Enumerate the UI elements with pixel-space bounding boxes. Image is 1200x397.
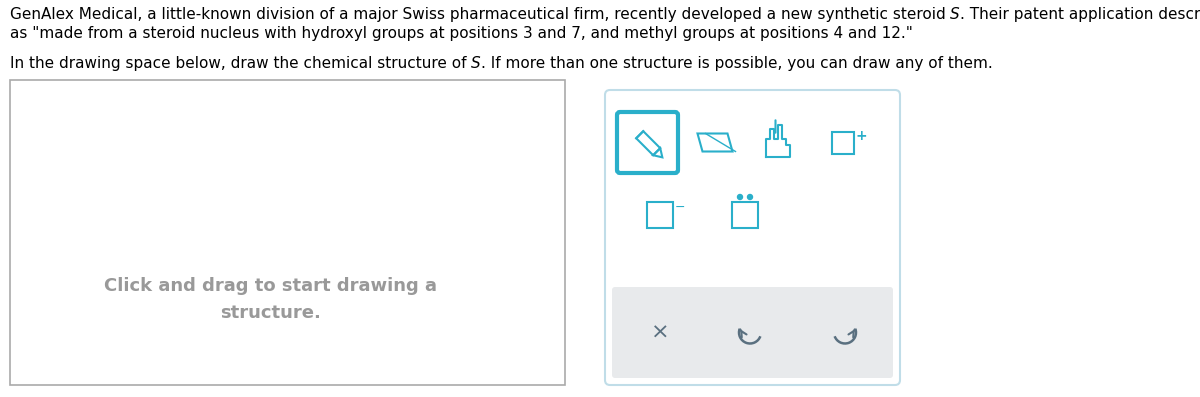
Text: Click and drag to start drawing a
structure.: Click and drag to start drawing a struct… <box>104 278 437 322</box>
Bar <box>832 131 853 154</box>
FancyBboxPatch shape <box>612 287 893 378</box>
Text: ×: × <box>650 322 670 343</box>
Bar <box>732 202 758 228</box>
Circle shape <box>748 195 752 200</box>
Circle shape <box>738 195 743 200</box>
Text: GenAlex Medical, a little-known division of a major Swiss pharmaceutical firm, r: GenAlex Medical, a little-known division… <box>10 7 950 22</box>
Text: −: − <box>674 201 685 214</box>
FancyBboxPatch shape <box>617 112 678 173</box>
Text: S: S <box>950 7 960 22</box>
Text: as "made from a steroid nucleus with hydroxyl groups at positions 3 and 7, and m: as "made from a steroid nucleus with hyd… <box>10 26 912 41</box>
Text: . If more than one structure is possible, you can draw any of them.: . If more than one structure is possible… <box>481 56 992 71</box>
Bar <box>647 202 673 228</box>
Text: . Their patent application describes: . Their patent application describes <box>960 7 1200 22</box>
Text: In the drawing space below, draw the chemical structure of: In the drawing space below, draw the che… <box>10 56 470 71</box>
FancyBboxPatch shape <box>605 90 900 385</box>
Text: S: S <box>470 56 481 71</box>
Text: +: + <box>856 129 868 143</box>
Bar <box>10 80 565 385</box>
